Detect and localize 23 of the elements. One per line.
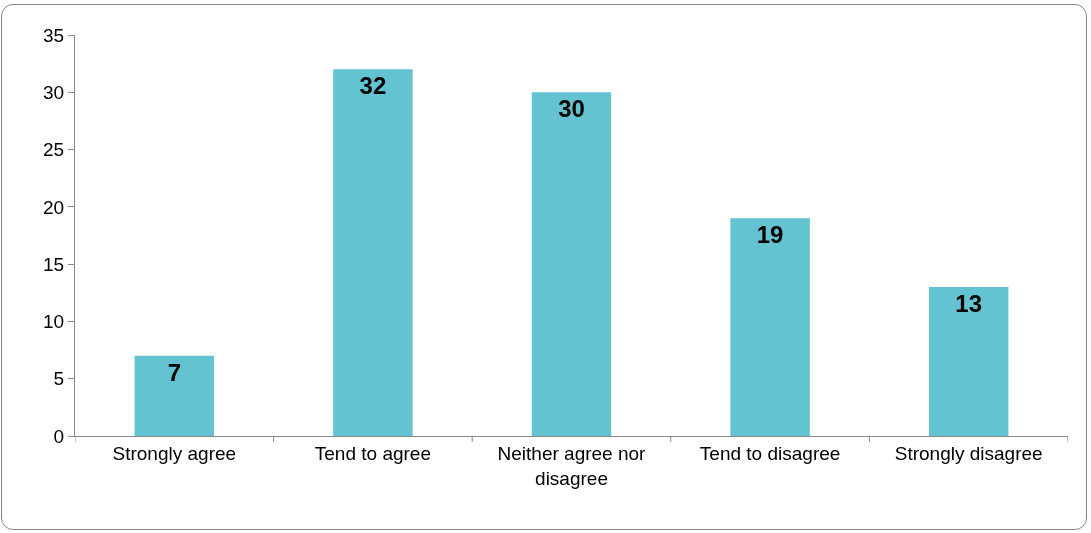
x-tick-label: Strongly agree [112,442,237,464]
x-tick-label: Tend to disagree [699,442,841,464]
data-label: 13 [955,290,983,318]
y-tick-label: 20 [43,196,65,218]
x-tick-label: Strongly disagree [894,442,1043,464]
y-tick-label: 30 [43,81,65,103]
data-label: 30 [558,95,585,123]
x-tick-label: Neither agree nor disagree [497,442,647,489]
y-tick-label: 15 [43,253,65,275]
bar [134,355,215,436]
y-tick-label: 25 [43,139,65,161]
y-tick-label: 10 [43,311,65,333]
bar [730,218,810,436]
data-label: 32 [359,72,387,100]
y-tick-label: 5 [53,368,65,390]
bar [928,287,1009,436]
y-tick-label: 35 [43,24,65,46]
bar [333,69,413,436]
bar [531,92,612,436]
data-label: 19 [756,221,784,249]
y-tick-label: 0 [53,425,65,447]
x-tick-label: Tend to agree [314,442,431,464]
data-label: 7 [167,358,181,386]
